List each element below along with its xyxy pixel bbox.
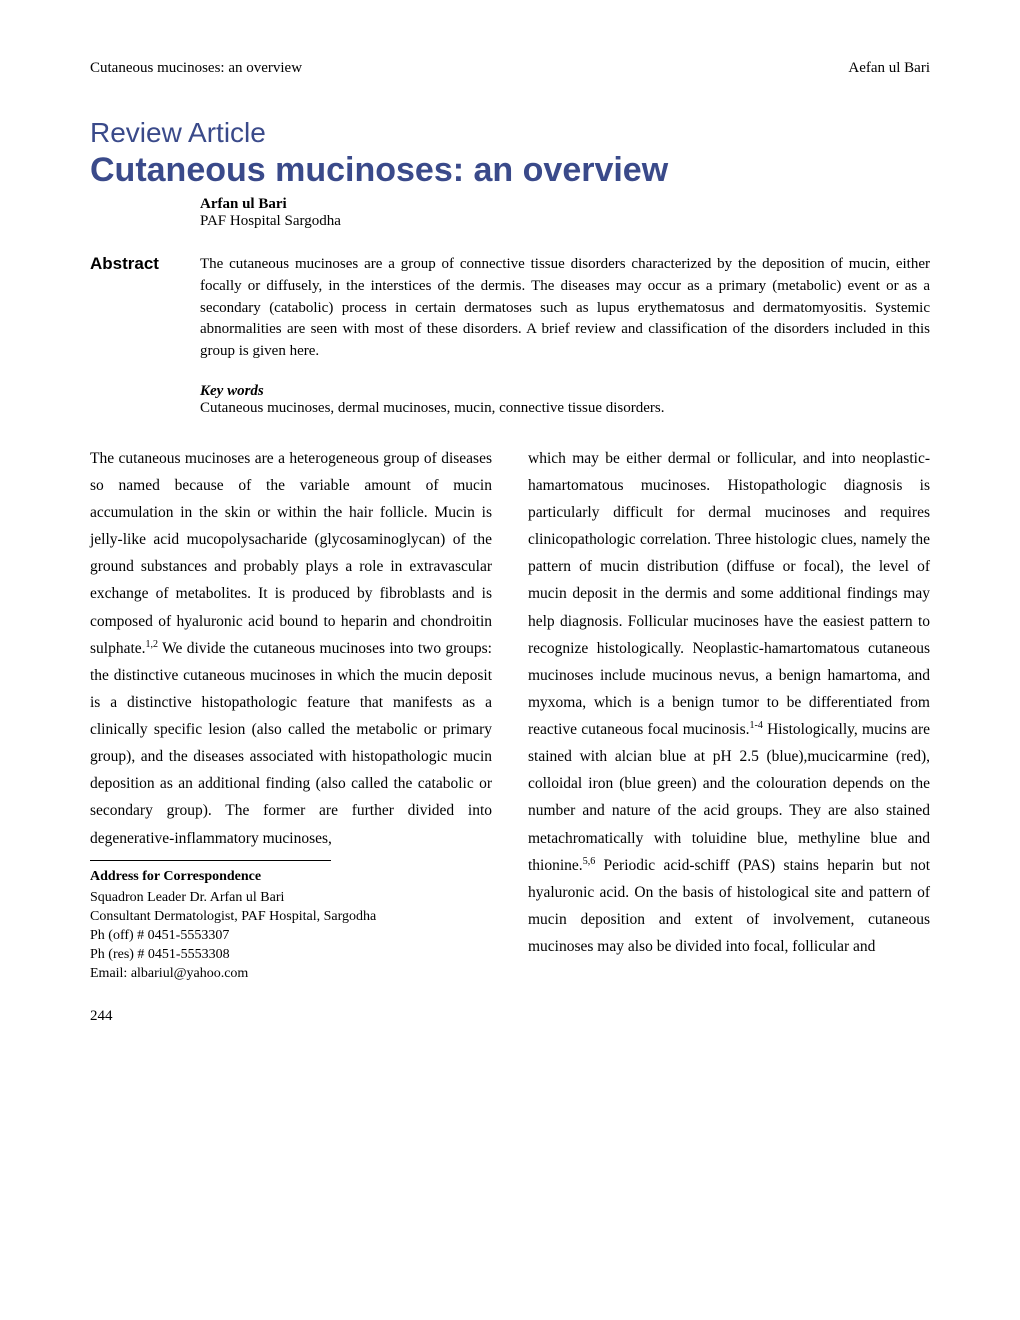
running-title: Cutaneous mucinoses: an overview <box>90 60 302 77</box>
article-title: Cutaneous mucinoses: an overview <box>90 151 930 190</box>
running-header: Cutaneous mucinoses: an overview Aefan u… <box>90 60 930 77</box>
body-columns: The cutaneous mucinoses are a heterogene… <box>90 445 930 984</box>
correspondence-title: Address for Correspondence <box>90 865 492 890</box>
body-text: which may be either dermal or follicular… <box>528 450 930 738</box>
page-number: 244 <box>90 1008 930 1025</box>
correspondence-body: Squadron Leader Dr. Arfan ul Bari Consul… <box>90 889 492 983</box>
keywords-text: Cutaneous mucinoses, dermal mucinoses, m… <box>200 400 930 417</box>
citation-sup: 1-4 <box>750 720 763 731</box>
citation-sup: 1,2 <box>146 638 159 649</box>
correspondence-line: Email: albariul@yahoo.com <box>90 965 492 984</box>
column-right: which may be either dermal or follicular… <box>528 445 930 984</box>
running-author: Aefan ul Bari <box>848 60 930 77</box>
review-article-label: Review Article <box>90 117 930 149</box>
body-text: We divide the cutaneous mucinoses into t… <box>90 640 492 847</box>
correspondence-line: Squadron Leader Dr. Arfan ul Bari <box>90 889 492 908</box>
abstract-label: Abstract <box>90 254 200 363</box>
abstract-section: Abstract The cutaneous mucinoses are a g… <box>90 254 930 363</box>
body-text: Periodic acid-schiff (PAS) stains hepari… <box>528 857 930 955</box>
body-paragraph: The cutaneous mucinoses are a heterogene… <box>90 445 492 852</box>
body-text: The cutaneous mucinoses are a heterogene… <box>90 450 492 657</box>
keywords-section: Key words Cutaneous mucinoses, dermal mu… <box>200 383 930 417</box>
column-left: The cutaneous mucinoses are a heterogene… <box>90 445 492 984</box>
correspondence-line: Ph (off) # 0451-5553307 <box>90 927 492 946</box>
keywords-label: Key words <box>200 383 930 400</box>
author-block: Arfan ul Bari PAF Hospital Sargodha <box>200 196 930 230</box>
body-paragraph: which may be either dermal or follicular… <box>528 445 930 960</box>
author-name: Arfan ul Bari <box>200 196 930 213</box>
citation-sup: 5,6 <box>583 855 596 866</box>
correspondence-line: Ph (res) # 0451-5553308 <box>90 946 492 965</box>
body-text: Histologically, mucins are stained with … <box>528 721 930 874</box>
correspondence-line: Consultant Dermatologist, PAF Hospital, … <box>90 908 492 927</box>
abstract-text: The cutaneous mucinoses are a group of c… <box>200 254 930 363</box>
correspondence-divider <box>90 860 331 861</box>
author-affiliation: PAF Hospital Sargodha <box>200 213 930 230</box>
